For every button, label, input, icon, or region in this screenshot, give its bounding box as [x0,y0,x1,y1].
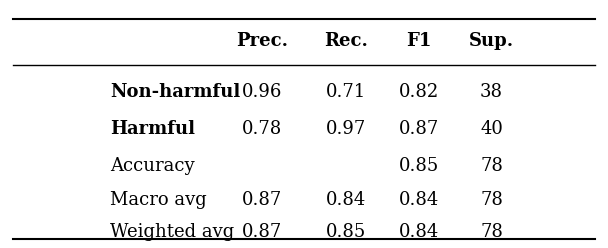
Text: Rec.: Rec. [325,32,368,50]
Text: 0.96: 0.96 [241,83,282,101]
Text: Harmful: Harmful [110,120,195,138]
Text: 0.71: 0.71 [326,83,367,101]
Text: 78: 78 [480,223,503,241]
Text: 0.84: 0.84 [399,223,439,241]
Text: 0.84: 0.84 [399,191,439,209]
Text: Accuracy: Accuracy [110,157,195,175]
Text: Macro avg: Macro avg [110,191,207,209]
Text: 78: 78 [480,157,503,175]
Text: 38: 38 [480,83,503,101]
Text: 0.87: 0.87 [399,120,439,138]
Text: F1: F1 [406,32,432,50]
Text: 0.87: 0.87 [241,223,282,241]
Text: 0.87: 0.87 [241,191,282,209]
Text: Non-harmful: Non-harmful [110,83,241,101]
Text: Prec.: Prec. [236,32,288,50]
Text: 0.78: 0.78 [241,120,282,138]
Text: 78: 78 [480,191,503,209]
Text: 0.84: 0.84 [326,191,367,209]
Text: 0.85: 0.85 [399,157,439,175]
Text: Sup.: Sup. [469,32,514,50]
Text: 0.82: 0.82 [399,83,439,101]
Text: 0.97: 0.97 [326,120,367,138]
Text: 0.85: 0.85 [326,223,367,241]
Text: 40: 40 [480,120,503,138]
Text: Weighted avg: Weighted avg [110,223,235,241]
